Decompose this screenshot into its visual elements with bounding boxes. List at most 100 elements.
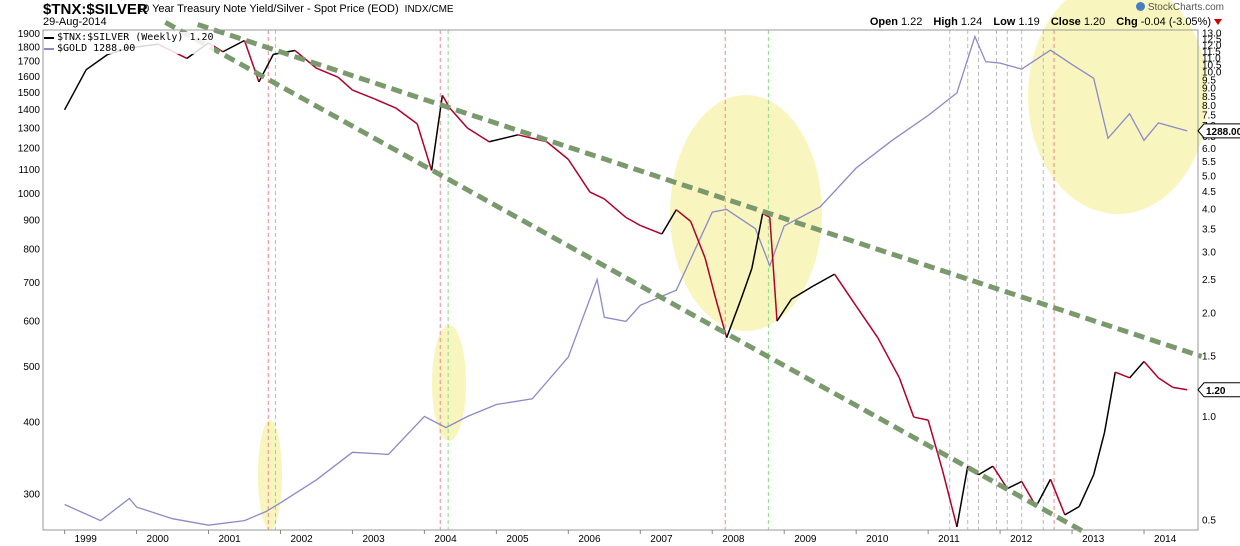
ratio-series-segment bbox=[978, 465, 994, 476]
close-label: Close bbox=[1050, 16, 1081, 28]
ratio-series-segment bbox=[1103, 372, 1116, 433]
ratio-series-segment bbox=[1092, 432, 1106, 475]
ratio-series-segment bbox=[546, 141, 569, 160]
left-axis-tick-label: 1600 bbox=[18, 72, 41, 83]
left-axis-tick-label: 900 bbox=[23, 215, 40, 226]
trendlines-layer bbox=[164, 20, 1203, 536]
ratio-series-segment bbox=[416, 123, 433, 171]
brand-watermark: StockCharts.com bbox=[1135, 2, 1224, 13]
ratio-series-segment bbox=[689, 221, 706, 259]
ratio-series-segment bbox=[661, 209, 677, 235]
ratio-series-layer bbox=[63, 39, 1188, 528]
ratio-series-segment bbox=[791, 285, 814, 300]
ratio-series-segment bbox=[589, 191, 605, 200]
right-axis-tick-label: 9.0 bbox=[1202, 83, 1216, 94]
ratio-series-segment bbox=[812, 273, 835, 287]
stockcharts-logo-icon bbox=[1135, 2, 1145, 11]
legend-item-gold: $GOLD 1288.00 bbox=[44, 43, 214, 54]
brand-text: StockCharts.com bbox=[1147, 2, 1224, 13]
ratio-series-segment bbox=[316, 67, 339, 78]
chg-label: Chg bbox=[1116, 16, 1138, 28]
chart-axes: 300 400 500 600 700 800 900 1000 1100 1200 1300 140… bbox=[18, 28, 1240, 545]
ratio-series-segment bbox=[1006, 480, 1023, 490]
right-axis-tick-label: 2.0 bbox=[1202, 308, 1216, 319]
right-axis-tick-label: 13.0 bbox=[1202, 28, 1222, 39]
ratio-series-segment bbox=[603, 198, 627, 218]
left-axis-tick-label: 1500 bbox=[18, 88, 41, 99]
right-axis-tick-label: 5.5 bbox=[1202, 157, 1216, 168]
ratio-series-segment bbox=[1035, 478, 1052, 507]
ratio-series-segment bbox=[449, 107, 469, 129]
ratio-series-segment bbox=[1143, 360, 1159, 379]
ratio-series-segment bbox=[776, 298, 793, 322]
chart-description: 10 Year Treasury Note Yield/Silver - Spo… bbox=[137, 3, 454, 15]
close-value: 1.20 bbox=[1083, 16, 1106, 28]
ratio-series-segment bbox=[898, 377, 915, 418]
low-label: Low bbox=[993, 16, 1016, 28]
legend-label-gold: $GOLD 1288.00 bbox=[57, 43, 136, 54]
open-label: Open bbox=[869, 16, 898, 28]
ratio-series-segment bbox=[1172, 386, 1188, 391]
left-axis-tick-label: 700 bbox=[23, 278, 40, 289]
ratio-series-segment bbox=[467, 127, 490, 143]
ratio-series-segment bbox=[751, 213, 764, 269]
ratio-series-segment bbox=[769, 217, 778, 322]
ratio-series-segment bbox=[725, 298, 742, 338]
chart-description-text: 10 Year Treasury Note Yield/Silver - Spo… bbox=[137, 3, 399, 15]
highlight-ellipse bbox=[670, 95, 822, 331]
left-axis-tick-label: 1300 bbox=[18, 124, 41, 135]
x-axis-tick-label: 2002 bbox=[290, 534, 313, 545]
right-axis-tick-label: 10.5 bbox=[1202, 60, 1222, 71]
chg-value: -0.04 (-3.05%) bbox=[1140, 16, 1211, 28]
down-arrow-icon bbox=[1214, 19, 1222, 26]
ratio-series-segment bbox=[222, 39, 245, 53]
highlight-ellipse bbox=[258, 420, 282, 530]
gold-last-value-label: 1288.00 bbox=[1206, 127, 1240, 138]
chart-date: 29-Aug-2014 bbox=[43, 16, 107, 28]
right-axis-tick-label: 6.0 bbox=[1202, 144, 1216, 155]
gold-series-line bbox=[64, 34, 1188, 526]
right-axis-tick-label: 11.0 bbox=[1202, 53, 1221, 64]
left-axis-tick-label: 600 bbox=[23, 316, 40, 327]
ratio-series-segment bbox=[1064, 505, 1080, 516]
ratio-series-segment bbox=[85, 53, 109, 71]
x-axis-tick-label: 2001 bbox=[219, 534, 242, 545]
high-label: High bbox=[933, 16, 958, 28]
ratio-series-segment bbox=[956, 466, 969, 527]
right-axis-tick-label: 5.0 bbox=[1202, 171, 1216, 182]
ratio-series-segment bbox=[833, 273, 857, 307]
ratio-series-segment bbox=[927, 419, 944, 471]
right-axis-tick-label: 3.5 bbox=[1202, 225, 1216, 236]
right-axis-tick-label: 4.0 bbox=[1202, 205, 1216, 216]
ratio-series-segment bbox=[567, 158, 591, 193]
x-axis-tick-label: 2013 bbox=[1082, 534, 1105, 545]
ratio-series-segment bbox=[294, 49, 317, 69]
ratio-series-segment bbox=[675, 209, 692, 222]
right-axis-tick-label: 1.0 bbox=[1202, 412, 1216, 423]
chart-highlights-layer bbox=[258, 0, 1208, 530]
ratio-series-segment bbox=[992, 465, 1008, 489]
x-axis-tick-label: 2003 bbox=[362, 534, 385, 545]
ratio-series-segment bbox=[704, 257, 717, 300]
right-axis-tick-label: 2.5 bbox=[1202, 275, 1216, 286]
left-axis-tick-label: 400 bbox=[23, 418, 40, 429]
x-axis-tick-label: 2012 bbox=[1010, 534, 1033, 545]
x-axis-tick-label: 2000 bbox=[147, 534, 170, 545]
ratio-series-segment bbox=[1114, 371, 1130, 379]
ratio-series-segment bbox=[395, 107, 418, 125]
x-axis-tick-label: 2009 bbox=[794, 534, 817, 545]
left-axis-tick-label: 300 bbox=[23, 489, 40, 500]
legend-item-ratio: $TNX:$SILVER (Weekly) 1.20 bbox=[44, 32, 214, 43]
chart-legend: $TNX:$SILVER (Weekly) 1.20 $GOLD 1288.00 bbox=[44, 32, 214, 54]
right-axis-tick-label: 3.0 bbox=[1202, 248, 1216, 259]
ratio-series-segment bbox=[740, 268, 753, 300]
right-axis-tick-label: 1.5 bbox=[1202, 351, 1216, 362]
low-value: 1.19 bbox=[1018, 16, 1040, 28]
left-axis-tick-label: 1800 bbox=[18, 42, 41, 53]
right-axis-tick-label: 8.0 bbox=[1202, 101, 1216, 112]
open-value: 1.22 bbox=[900, 16, 923, 28]
ratio-series-segment bbox=[337, 76, 353, 91]
ratio-series-segment bbox=[913, 416, 929, 421]
right-axis-tick-label: 9.5 bbox=[1202, 75, 1216, 86]
ratio-series-segment bbox=[640, 224, 663, 235]
